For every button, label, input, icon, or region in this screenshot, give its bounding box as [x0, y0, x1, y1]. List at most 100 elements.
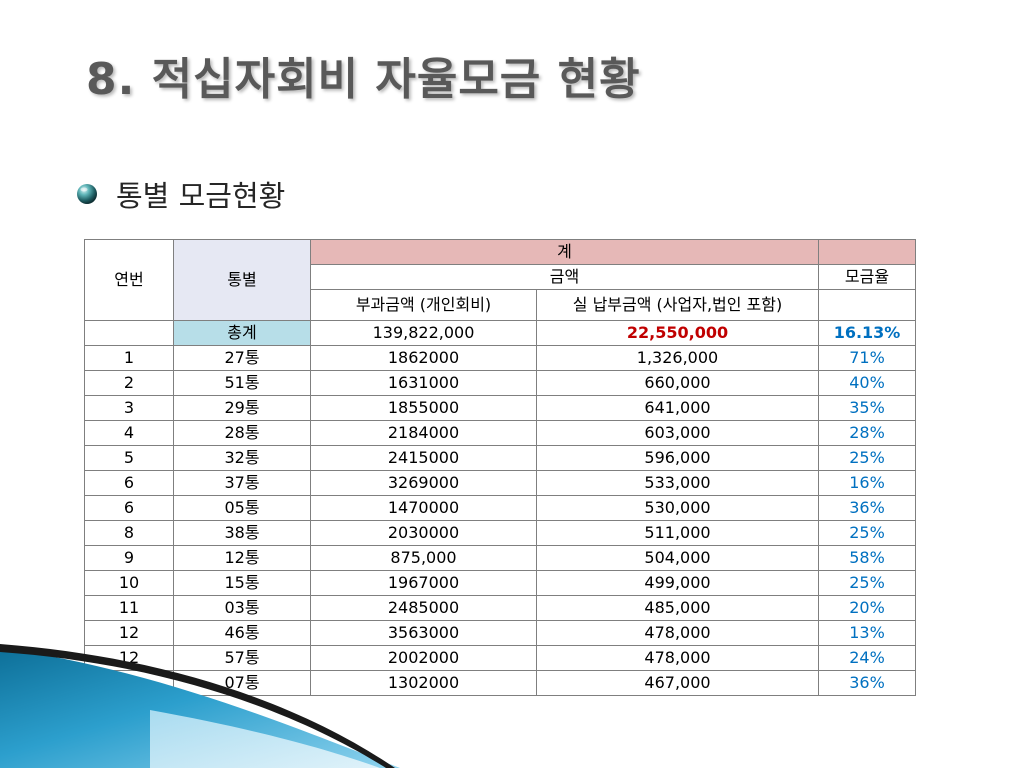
header-row-2: 금액 모금율 — [85, 264, 917, 290]
cell-assessed: 1855000 — [310, 395, 537, 421]
cell-assessed: 1631000 — [310, 370, 537, 396]
cell-no: 2 — [84, 370, 174, 396]
cell-assessed: 2030000 — [310, 520, 537, 546]
cell-assessed: 1470000 — [310, 495, 537, 521]
cell-assessed: 1967000 — [310, 570, 537, 596]
table-row: 11 03통 2485000 485,000 20% — [84, 595, 917, 621]
table-row: 10 15통 1967000 499,000 25% — [84, 570, 917, 596]
cell-tong: 28통 — [173, 420, 311, 446]
cell-rate: 36% — [818, 670, 917, 696]
table-row: 4 28통 2184000 603,000 28% — [84, 420, 917, 446]
cell-paid: 641,000 — [535, 395, 820, 421]
cell-no: 14 — [84, 670, 174, 696]
table-row: 6 37통 3269000 533,000 16% — [84, 470, 917, 496]
table-body: 연번 통별 계 금액 모금율 부과금액 (개인회비) 실 납부금액 (사업자,법… — [84, 239, 917, 696]
cell-rate: 35% — [818, 395, 917, 421]
cell-paid: 478,000 — [535, 645, 820, 671]
cell-paid: 485,000 — [535, 595, 820, 621]
cell-tong: 03통 — [173, 595, 311, 621]
cell-assessed: 2184000 — [310, 420, 537, 446]
cell-rate: 58% — [818, 545, 917, 571]
cell-no: 6 — [84, 495, 174, 521]
cell-no: 10 — [84, 570, 174, 596]
cell-paid: 499,000 — [535, 570, 820, 596]
cell-no: 8 — [84, 520, 174, 546]
cell-assessed: 2002000 — [310, 645, 537, 671]
total-rate: 16.13% — [818, 320, 917, 346]
cell-paid: 504,000 — [535, 545, 820, 571]
total-paid: 22,550,000 — [535, 320, 820, 346]
collection-status-table: 연번 통별 계 금액 모금율 부과금액 (개인회비) 실 납부금액 (사업자,법… — [84, 239, 917, 696]
header-tong: 통별 — [173, 239, 311, 321]
cell-tong: 32통 — [173, 445, 311, 471]
cell-rate: 25% — [818, 570, 917, 596]
slide-title: 8. 적십자회비 자율모금 현황 — [86, 54, 641, 105]
cell-tong: 57통 — [173, 645, 311, 671]
cell-rate: 20% — [818, 595, 917, 621]
cell-tong: 27통 — [173, 345, 311, 371]
table-row: 2 51통 1631000 660,000 40% — [84, 370, 917, 396]
total-assessed: 139,822,000 — [310, 320, 537, 346]
cell-rate: 28% — [818, 420, 917, 446]
cell-no: 6 — [84, 470, 174, 496]
cell-no: 1 — [84, 345, 174, 371]
cell-tong: 12통 — [173, 545, 311, 571]
cell-paid: 530,000 — [535, 495, 820, 521]
cell-rate: 25% — [818, 520, 917, 546]
cell-paid: 511,000 — [535, 520, 820, 546]
header-group-blank — [818, 239, 917, 265]
header-amount: 금액 — [309, 264, 820, 290]
table-row: 3 29통 1855000 641,000 35% — [84, 395, 917, 421]
sphere-bullet-icon — [77, 184, 97, 204]
table-row: 12 46통 3563000 478,000 13% — [84, 620, 917, 646]
cell-tong: 07통 — [173, 670, 311, 696]
cell-assessed: 2485000 — [310, 595, 537, 621]
cell-paid: 596,000 — [535, 445, 820, 471]
cell-assessed: 2415000 — [310, 445, 537, 471]
cell-no: 4 — [84, 420, 174, 446]
table-row: 8 38통 2030000 511,000 25% — [84, 520, 917, 546]
cell-rate: 24% — [818, 645, 917, 671]
cell-tong: 38통 — [173, 520, 311, 546]
bullet-row: 통별 모금현황 — [76, 174, 285, 214]
header-row-1: 연번 통별 계 — [84, 239, 917, 321]
cell-tong: 15통 — [173, 570, 311, 596]
cell-no: 11 — [84, 595, 174, 621]
cell-tong: 51통 — [173, 370, 311, 396]
cell-tong: 46통 — [173, 620, 311, 646]
cell-tong: 29통 — [173, 395, 311, 421]
cell-paid: 603,000 — [535, 420, 820, 446]
cell-assessed: 1302000 — [310, 670, 537, 696]
cell-rate: 36% — [818, 495, 917, 521]
table-row: 6 05통 1470000 530,000 36% — [84, 495, 917, 521]
total-row: 총계 139,822,000 22,550,000 16.13% — [84, 320, 917, 346]
cell-paid: 467,000 — [535, 670, 820, 696]
header-paid: 실 납부금액 (사업자,법인 포함) — [535, 289, 820, 321]
total-no-blank — [84, 320, 174, 346]
cell-paid: 660,000 — [535, 370, 820, 396]
section-subtitle: 통별 모금현황 — [116, 179, 286, 213]
cell-no: 5 — [84, 445, 174, 471]
cell-no: 3 — [84, 395, 174, 421]
cell-assessed: 875,000 — [310, 545, 537, 571]
cell-tong: 05통 — [173, 495, 311, 521]
cell-paid: 1,326,000 — [535, 345, 820, 371]
cell-no: 12 — [84, 620, 174, 646]
cell-tong: 37통 — [173, 470, 311, 496]
header-rate-blank — [818, 289, 917, 321]
cell-rate: 71% — [818, 345, 917, 371]
cell-no: 12 — [84, 645, 174, 671]
cell-rate: 40% — [818, 370, 917, 396]
cell-assessed: 3563000 — [310, 620, 537, 646]
table-row: 12 57통 2002000 478,000 24% — [84, 645, 917, 671]
table-row: 5 32통 2415000 596,000 25% — [84, 445, 917, 471]
header-row-3: 부과금액 (개인회비) 실 납부금액 (사업자,법인 포함) — [85, 289, 917, 321]
cell-assessed: 1862000 — [310, 345, 537, 371]
total-label: 총계 — [173, 320, 311, 346]
header-assessed: 부과금액 (개인회비) — [310, 289, 537, 321]
header-group: 계 — [309, 239, 820, 265]
header-no: 연번 — [84, 239, 174, 321]
header-rate: 모금율 — [818, 264, 917, 290]
cell-rate: 25% — [818, 445, 917, 471]
